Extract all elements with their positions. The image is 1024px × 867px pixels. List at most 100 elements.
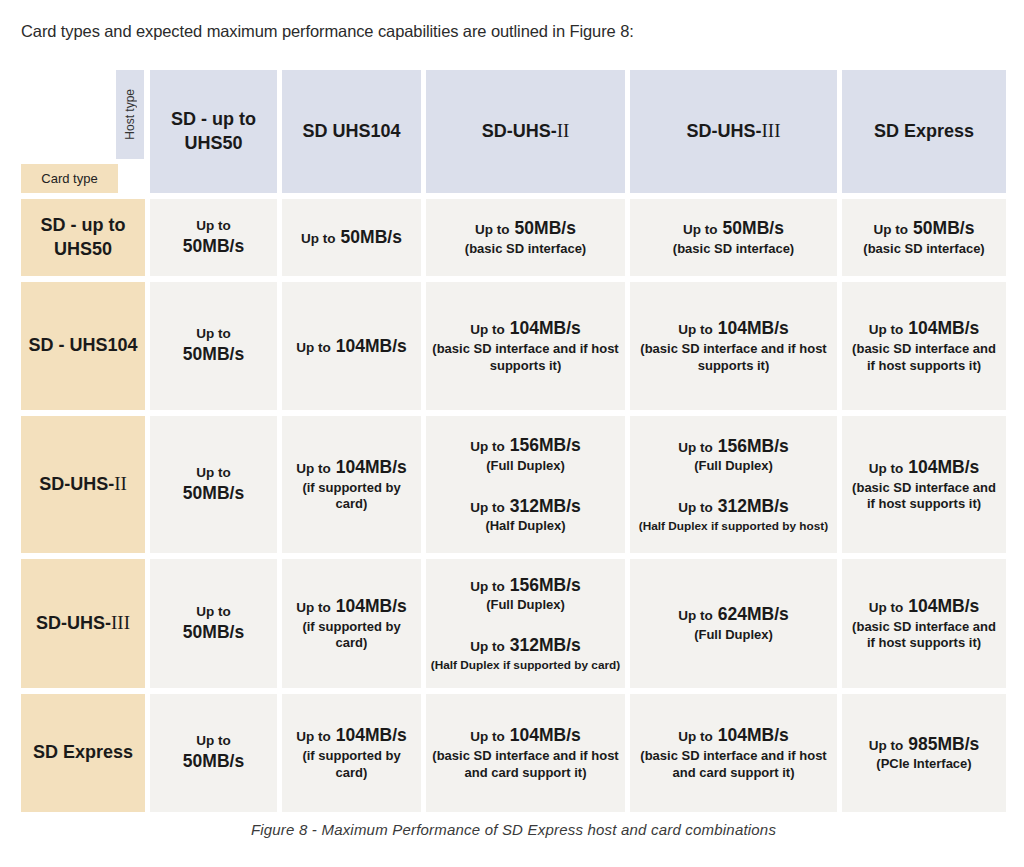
- speed-lead: Up to: [183, 217, 244, 235]
- speed-lead: Up to: [470, 579, 505, 594]
- speed-line: Up to104MB/s: [848, 595, 1000, 618]
- cell-note: (basic SD interface and if host and card…: [432, 748, 619, 782]
- figure-caption: Figure 8 - Maximum Performance of SD Exp…: [21, 821, 1006, 838]
- cell-block: Up to156MB/s(Full Duplex): [470, 574, 581, 615]
- host-type-axis-label: Host type: [123, 89, 137, 140]
- speed-lead: Up to: [869, 738, 904, 753]
- corner-cell: Host type Card type: [21, 70, 145, 193]
- speed-lead: Up to: [678, 729, 713, 744]
- column-header-label: SD - up to UHS50: [160, 108, 267, 155]
- cell-note: (basic SD interface): [465, 241, 586, 258]
- cell-block: Up to104MB/s: [296, 335, 407, 358]
- speed-line: Up to156MB/s: [470, 434, 581, 457]
- speed-line: Up to50MB/s: [183, 217, 244, 259]
- row-header: SD Express: [21, 694, 145, 812]
- speed-value: 104MB/s: [336, 725, 407, 745]
- table-cell: Up to104MB/s(basic SD interface and if h…: [842, 282, 1006, 410]
- speed-line: Up to104MB/s: [288, 595, 415, 618]
- cell-block: Up to104MB/s(basic SD interface and if h…: [636, 317, 831, 375]
- speed-value: 104MB/s: [510, 318, 581, 338]
- cell-block: Up to104MB/s(basic SD interface and if h…: [848, 456, 1000, 514]
- column-header: SD - up to UHS50: [150, 70, 277, 193]
- speed-line: Up to104MB/s: [636, 724, 831, 747]
- speed-line: Up to104MB/s: [296, 335, 407, 358]
- speed-lead: Up to: [183, 325, 244, 343]
- intro-text: Card types and expected maximum performa…: [21, 22, 634, 41]
- table-cell: Up to104MB/s(basic SD interface and if h…: [842, 416, 1006, 553]
- cell-block: Up to50MB/s: [183, 464, 244, 506]
- table-cell: Up to50MB/s(basic SD interface): [630, 199, 837, 276]
- speed-lead: Up to: [678, 440, 713, 455]
- cell-note: (basic SD interface and if host supports…: [432, 341, 619, 375]
- speed-value: 104MB/s: [510, 725, 581, 745]
- row-header-label: SD - up to UHS50: [27, 214, 139, 261]
- speed-lead: Up to: [874, 222, 909, 237]
- column-header: SD-UHS-III: [630, 70, 837, 193]
- cell-block: Up to50MB/s(basic SD interface): [673, 217, 794, 258]
- speed-value: 104MB/s: [336, 457, 407, 477]
- cell-note: (Half Duplex if supported by host): [639, 519, 828, 534]
- speed-lead: Up to: [475, 222, 510, 237]
- cell-note: (Half Duplex if supported by card): [431, 658, 620, 673]
- cell-note: (Half Duplex): [470, 518, 581, 535]
- cell-block: Up to50MB/s: [183, 732, 244, 774]
- cell-note: (basic SD interface and if host and card…: [636, 748, 831, 782]
- cell-block: Up to156MB/s(Full Duplex): [470, 434, 581, 475]
- cell-block: Up to104MB/s(basic SD interface and if h…: [432, 317, 619, 375]
- table-cell: Up to104MB/s(if supported by card): [282, 694, 421, 812]
- table-cell: Up to50MB/s: [150, 199, 277, 276]
- speed-lead: Up to: [683, 222, 718, 237]
- cell-block: Up to 985MB/s (PCIe Interface): [869, 733, 980, 774]
- table-cell: Up to156MB/s(Full Duplex)Up to312MB/s(Ha…: [426, 416, 625, 553]
- speed-value: 50MB/s: [183, 750, 244, 774]
- row-header-label: SD-UHS-: [36, 612, 111, 635]
- speed-value: 50MB/s: [183, 343, 244, 367]
- cell-note: (basic SD interface): [863, 241, 984, 258]
- speed-lead: Up to: [296, 729, 331, 744]
- speed-value: 50MB/s: [183, 621, 244, 645]
- cell-block: Up to50MB/s: [301, 226, 402, 249]
- speed-lead: Up to: [470, 639, 505, 654]
- cell-block: Up to104MB/s(basic SD interface and if h…: [848, 317, 1000, 375]
- speed-line: Up to50MB/s: [183, 732, 244, 774]
- table-cell: Up to104MB/s(if supported by card): [282, 416, 421, 553]
- speed-value: 104MB/s: [336, 596, 407, 616]
- table-cell: Up to104MB/s(basic SD interface and if h…: [426, 282, 625, 410]
- speed-lead: Up to: [678, 500, 713, 515]
- speed-lead: Up to: [470, 439, 505, 454]
- cell-block: Up to50MB/s: [183, 325, 244, 367]
- speed-lead: Up to: [470, 729, 505, 744]
- table-cell: Up to50MB/s(basic SD interface): [842, 199, 1006, 276]
- speed-value: 312MB/s: [718, 496, 789, 516]
- cell-block: Up to624MB/s(Full Duplex): [678, 603, 789, 644]
- table-cell: Up to104MB/s(basic SD interface and if h…: [630, 282, 837, 410]
- speed-lead: Up to: [470, 500, 505, 515]
- row-header: SD - UHS104: [21, 282, 145, 410]
- table-cell: Up to50MB/s: [150, 559, 277, 688]
- row-header: SD-UHS-II: [21, 416, 145, 553]
- speed-line: Up to 104MB/s: [432, 724, 619, 747]
- speed-value: 104MB/s: [908, 596, 979, 616]
- card-type-axis-label: Card type: [41, 171, 97, 186]
- speed-lead: Up to: [183, 732, 244, 750]
- column-header-numeral: III: [762, 119, 781, 144]
- cell-block: Up to 312MB/s (Half Duplex if supported by…: [639, 495, 828, 534]
- table-cell: Up to156MB/s(Full Duplex)Up to312MB/s(Ha…: [630, 416, 837, 553]
- speed-value: 156MB/s: [510, 575, 581, 595]
- column-header: SD UHS104: [282, 70, 421, 193]
- cell-note: (basic SD interface and if host supports…: [848, 341, 1000, 375]
- speed-line: Up to104MB/s: [848, 456, 1000, 479]
- row-header: SD-UHS-III: [21, 559, 145, 688]
- row-header-numeral: II: [114, 472, 127, 497]
- column-header: SD-UHS-II: [426, 70, 625, 193]
- speed-line: Up to312MB/s: [431, 634, 620, 657]
- speed-value: 104MB/s: [908, 457, 979, 477]
- column-header-label: SD UHS104: [302, 120, 400, 143]
- speed-line: Up to50MB/s: [673, 217, 794, 240]
- host-type-axis: Host type: [116, 70, 144, 159]
- cell-note: (PCIe Interface): [869, 756, 980, 773]
- speed-value: 50MB/s: [341, 227, 402, 247]
- speed-value: 985MB/s: [908, 734, 979, 754]
- cell-note: (basic SD interface and if host supports…: [636, 341, 831, 375]
- cell-note: (if supported by card): [288, 480, 415, 514]
